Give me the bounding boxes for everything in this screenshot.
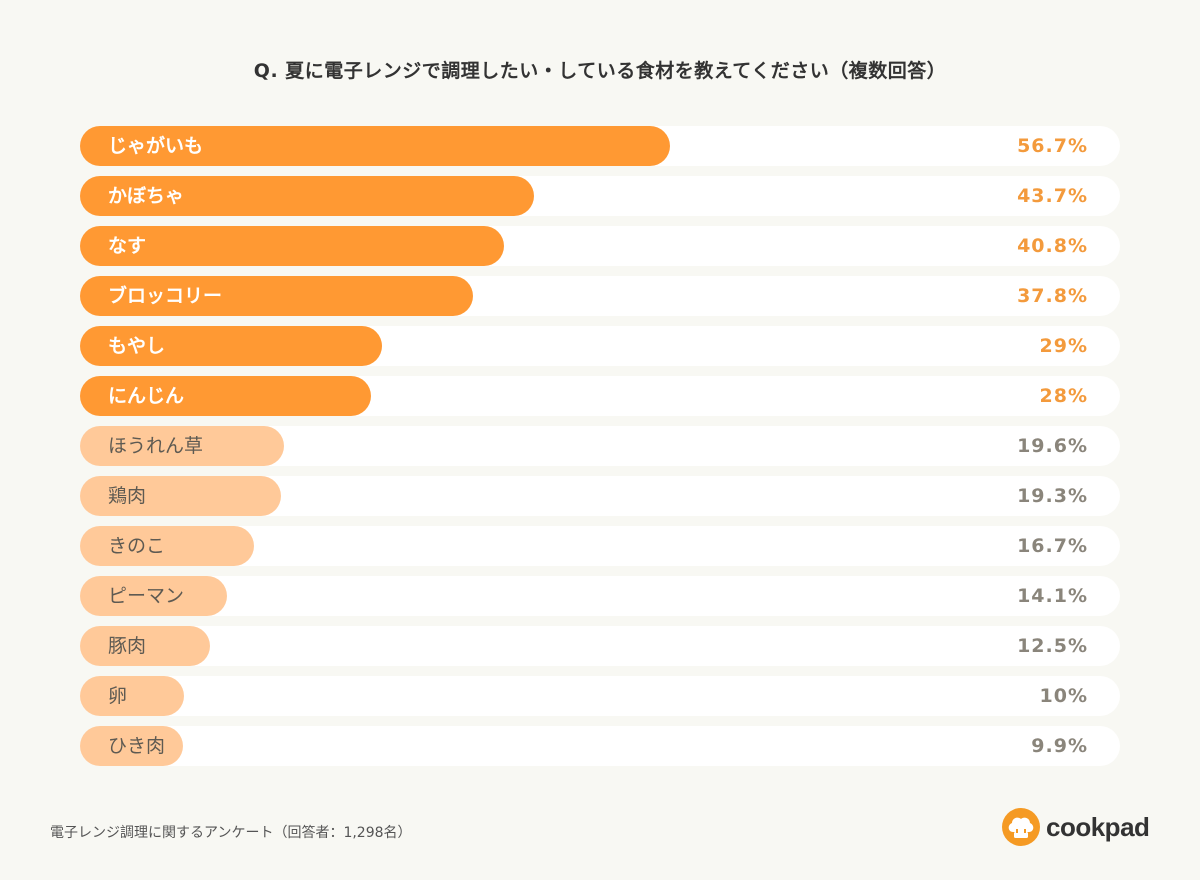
value-label: 16.7%: [1017, 535, 1088, 557]
bar: [80, 476, 281, 516]
survey-footnote: 電子レンジ調理に関するアンケート（回答者：1,298名）: [50, 825, 412, 841]
value-label: 29%: [1039, 335, 1088, 357]
bar-row: もやし 29%: [80, 326, 1120, 366]
value-label: 28%: [1039, 385, 1088, 407]
category-label: かぼちゃ: [108, 185, 185, 207]
value-label: 37.8%: [1017, 285, 1088, 307]
value-label: 40.8%: [1017, 235, 1088, 257]
chart-title: Q. 夏に電子レンジで調理したい・している食材を教えてください（複数回答）: [253, 60, 947, 82]
bar-row: にんじん 28%: [80, 376, 1120, 416]
category-label: ほうれん草: [108, 435, 204, 457]
bar: [80, 376, 372, 416]
bar: [80, 326, 382, 366]
value-label: 9.9%: [1031, 735, 1088, 757]
bar-row: 卵 10%: [80, 676, 1120, 716]
bar: [80, 626, 210, 666]
category-label: じゃがいも: [108, 135, 204, 157]
logo-wordmark: cookpad: [1046, 811, 1150, 842]
category-label: 豚肉: [108, 635, 147, 657]
category-label: ピーマン: [108, 585, 185, 607]
bar-row: ほうれん草 19.6%: [80, 426, 1120, 466]
value-label: 10%: [1039, 685, 1088, 707]
value-label: 19.6%: [1017, 435, 1088, 457]
bar: [80, 726, 183, 766]
bar: [80, 176, 535, 216]
bar-row: ピーマン 14.1%: [80, 576, 1120, 616]
bar: [80, 126, 670, 166]
chef-hat-icon: [1002, 808, 1040, 846]
bar-row: 鶏肉 19.3%: [80, 476, 1120, 516]
bar-row: ブロッコリー 37.8%: [80, 276, 1120, 316]
bar-row: じゃがいも 56.7%: [80, 126, 1120, 166]
bar-row: かぼちゃ 43.7%: [80, 176, 1120, 216]
bar-row: ひき肉 9.9%: [80, 726, 1120, 766]
category-label: 卵: [108, 685, 128, 707]
bar: [80, 576, 227, 616]
value-label: 56.7%: [1017, 135, 1088, 157]
value-label: 43.7%: [1017, 185, 1088, 207]
category-label: 鶏肉: [108, 485, 147, 507]
category-label: なす: [108, 235, 147, 257]
category-label: もやし: [108, 335, 166, 357]
bar: [80, 276, 474, 316]
bar: [80, 226, 505, 266]
bar-row: なす 40.8%: [80, 226, 1120, 266]
category-label: きのこ: [108, 535, 166, 557]
value-label: 12.5%: [1017, 635, 1088, 657]
category-label: にんじん: [108, 385, 185, 407]
bar: [80, 426, 284, 466]
category-label: ひき肉: [108, 735, 166, 757]
value-label: 19.3%: [1017, 485, 1088, 507]
cookpad-logo: cookpad: [1002, 806, 1150, 848]
bar-row: きのこ 16.7%: [80, 526, 1120, 566]
value-label: 14.1%: [1017, 585, 1088, 607]
category-label: ブロッコリー: [108, 285, 223, 307]
bar: [80, 676, 184, 716]
bar-row: 豚肉 12.5%: [80, 626, 1120, 666]
bar: [80, 526, 254, 566]
